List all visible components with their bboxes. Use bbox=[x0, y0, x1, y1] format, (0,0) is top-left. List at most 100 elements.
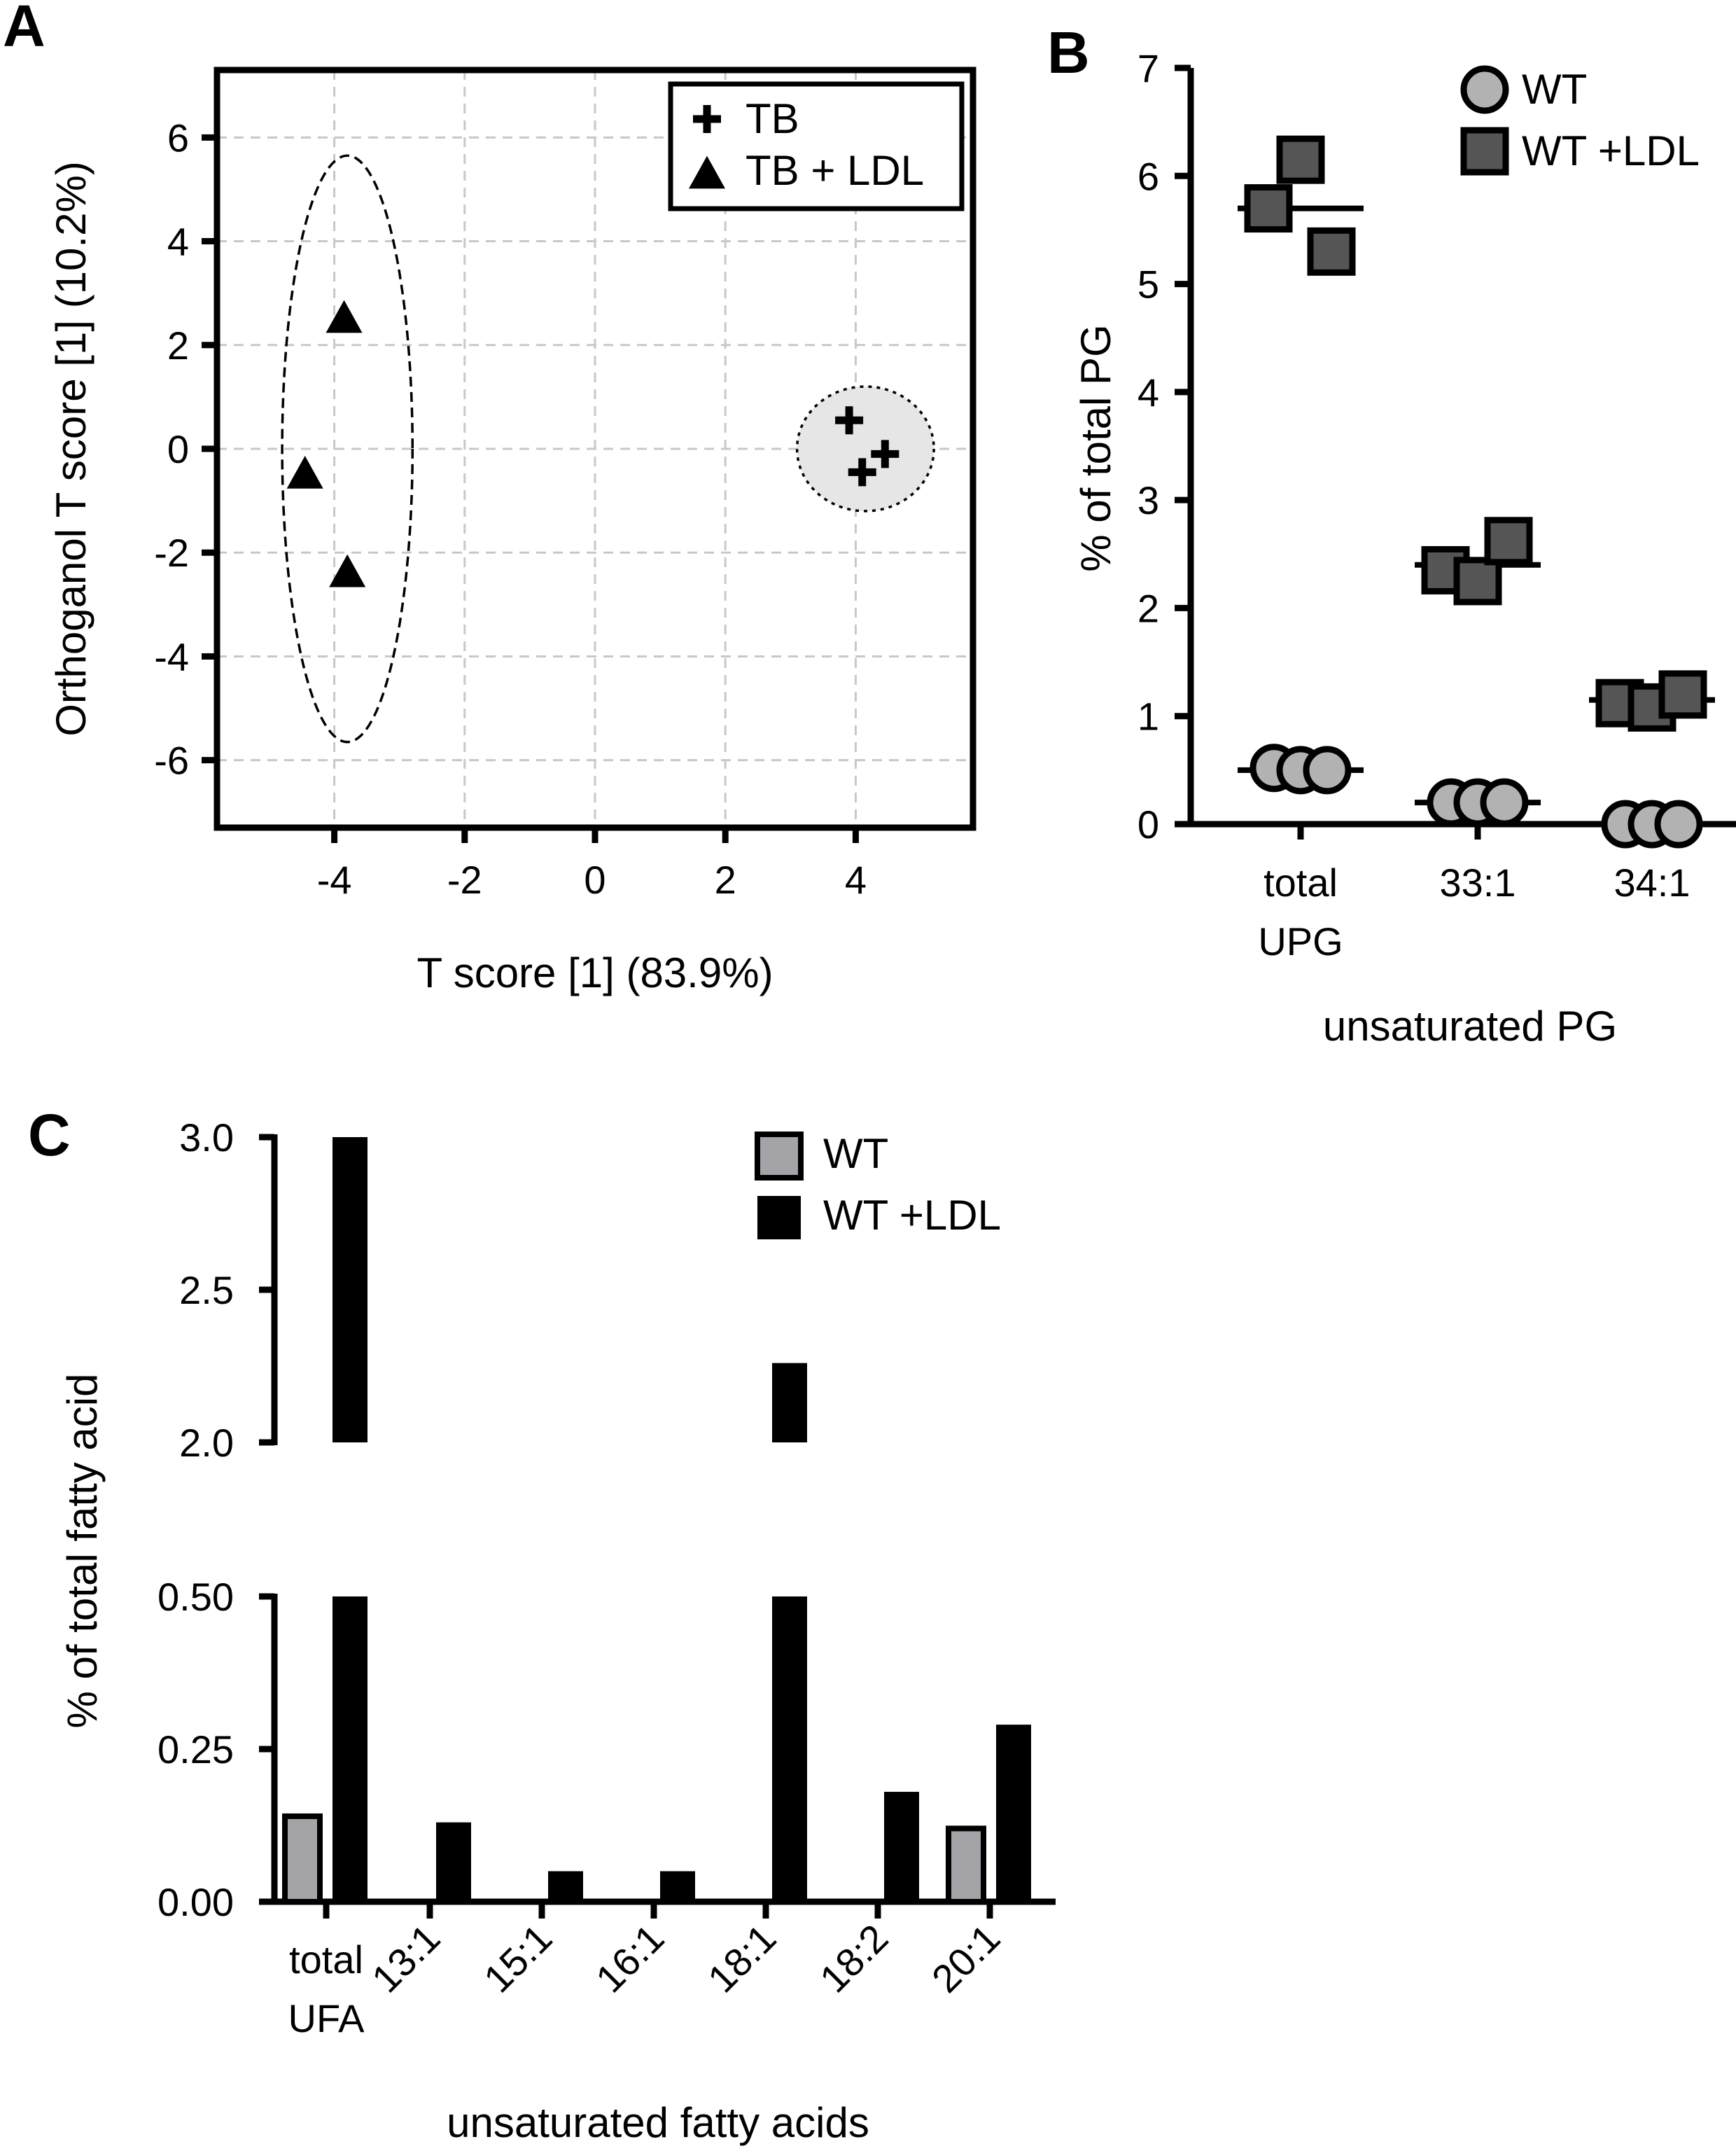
x-category-label: 33:1 bbox=[1440, 861, 1516, 905]
bar-wt-ldl-16-1 bbox=[660, 1871, 695, 1902]
x-tick-label: -2 bbox=[447, 858, 482, 902]
x-category-label: 20:1 bbox=[923, 1916, 1009, 2001]
tb-point bbox=[871, 440, 899, 468]
x-category-label: 18:1 bbox=[699, 1916, 785, 2001]
bar-wt-ldl-total-ufa-upper bbox=[332, 1137, 368, 1442]
bar-wt-ldl-18-1-upper bbox=[772, 1363, 807, 1442]
wt-ldl-point bbox=[1276, 135, 1325, 184]
bar-wt-ldl-18-1 bbox=[772, 1363, 807, 1902]
x-category-label: 16:1 bbox=[587, 1916, 673, 2001]
bar-wt-ldl-18-2 bbox=[884, 1792, 919, 1902]
x-category-label: UFA bbox=[288, 1996, 365, 2040]
wt-ldl-point bbox=[1658, 670, 1707, 719]
panel-a-y-ticks: -6 -4 -2 0 2 4 6 bbox=[154, 116, 217, 783]
wt-point bbox=[1654, 800, 1703, 849]
legend-symbol-wt bbox=[1460, 65, 1509, 114]
y-tick-label: 2 bbox=[167, 323, 189, 368]
legend-symbol-tb-ldl bbox=[689, 155, 725, 189]
y-tick-label: 6 bbox=[1138, 154, 1159, 198]
legend-symbol-wt-ldl bbox=[1460, 127, 1509, 176]
legend-symbol-wt-ldl-bar bbox=[757, 1196, 801, 1239]
x-category-label: UPG bbox=[1258, 919, 1343, 963]
panel-a-legend: TB TB + LDL bbox=[668, 81, 965, 211]
panel-b-x-axis-label: unsaturated PG bbox=[1323, 1003, 1617, 1050]
legend-label-tb-ldl: TB + LDL bbox=[746, 147, 924, 194]
bar-wt-ldl-18-1-lower bbox=[772, 1596, 807, 1902]
panel-c-bars bbox=[282, 1137, 1031, 1905]
y-tick-label: 0.50 bbox=[158, 1575, 234, 1619]
x-tick-label: 4 bbox=[845, 858, 867, 902]
bar-wt-ldl-20-1 bbox=[996, 1725, 1031, 1902]
bar-wt-20-1 bbox=[946, 1825, 986, 1905]
panel-c-y-axis-label: % of total fatty acid bbox=[59, 1374, 106, 1729]
y-tick-label: 7 bbox=[1138, 46, 1159, 90]
y-tick-label: 4 bbox=[167, 220, 189, 264]
x-category-label: 15:1 bbox=[475, 1916, 561, 2001]
tb-ldl-point bbox=[326, 300, 363, 333]
confidence-ellipse-tb bbox=[795, 385, 935, 513]
panel-b-label: B bbox=[1047, 20, 1090, 85]
panel-a: A -4 -2 0 2 4 -6 -4 -2 0 2 4 6 T score [1] (83.9%)… bbox=[3, 0, 976, 996]
legend-label-wt-b: WT bbox=[1522, 66, 1587, 113]
legend-label-tb: TB bbox=[746, 95, 799, 142]
panel-b: B 0 1 2 3 4 5 6 7 total UPG 33:1 34:1 unsaturated … bbox=[1047, 20, 1736, 1050]
panel-c-legend: WT WT +LDL bbox=[755, 1130, 1001, 1239]
y-tick-label: 0.25 bbox=[158, 1727, 234, 1771]
y-tick-label: 2.0 bbox=[179, 1421, 234, 1465]
panel-c-label: C bbox=[28, 1102, 71, 1168]
y-tick-label: -6 bbox=[154, 739, 189, 783]
y-tick-label: 0 bbox=[1138, 802, 1159, 847]
y-tick-label: 5 bbox=[1138, 263, 1159, 307]
panel-a-x-axis-label: T score [1] (83.9%) bbox=[416, 949, 773, 996]
tb-ldl-point bbox=[329, 554, 366, 587]
panel-b-legend: WT WT +LDL bbox=[1460, 65, 1700, 176]
panel-b-y-axis-label: % of total PG bbox=[1072, 324, 1119, 572]
x-tick-label: 0 bbox=[584, 858, 606, 902]
tb-ldl-point bbox=[286, 455, 323, 489]
panel-a-x-ticks: -4 -2 0 2 4 bbox=[317, 828, 867, 902]
panel-c-legend-symbols bbox=[755, 1132, 804, 1239]
wt-ldl-point bbox=[1453, 557, 1502, 606]
bar-wt-ldl-total-ufa bbox=[332, 1137, 368, 1902]
wt-point bbox=[1303, 746, 1352, 795]
x-category-label: 18:2 bbox=[811, 1916, 897, 2001]
y-tick-label: -4 bbox=[154, 634, 189, 678]
panel-b-legend-symbols bbox=[1460, 65, 1509, 176]
bar-wt-ldl-total-ufa-lower bbox=[332, 1596, 368, 1902]
legend-label-wt-ldl-c: WT +LDL bbox=[823, 1192, 1001, 1239]
panel-c-x-axis-label: unsaturated fatty acids bbox=[447, 2099, 869, 2146]
y-tick-label: 1 bbox=[1138, 695, 1159, 739]
panel-b-x-categories: total UPG 33:1 34:1 bbox=[1258, 824, 1690, 963]
tb-point bbox=[848, 458, 876, 487]
y-tick-label: -2 bbox=[154, 531, 189, 575]
y-tick-label: 2.5 bbox=[179, 1268, 234, 1312]
y-tick-label: 6 bbox=[167, 116, 189, 160]
wt-ldl-point bbox=[1307, 227, 1356, 276]
y-tick-label: 2 bbox=[1138, 586, 1159, 630]
legend-label-wt-c: WT bbox=[823, 1130, 888, 1177]
panel-a-legend-symbols bbox=[689, 105, 725, 189]
x-category-label: total bbox=[289, 1937, 363, 1982]
x-category-label: 34:1 bbox=[1614, 861, 1690, 905]
x-category-label: 13:1 bbox=[363, 1916, 449, 2001]
legend-symbol-tb bbox=[693, 105, 721, 133]
panel-c-axes: 0.00 0.25 0.50 2.0 2.5 3.0 bbox=[158, 1115, 1056, 1924]
bar-wt-ldl-15-1 bbox=[548, 1871, 583, 1902]
y-tick-label: 3.0 bbox=[179, 1115, 234, 1160]
y-tick-label: 3 bbox=[1138, 478, 1159, 522]
y-tick-label: 0.00 bbox=[158, 1880, 234, 1924]
panel-a-points bbox=[286, 300, 899, 587]
x-tick-label: 2 bbox=[715, 858, 736, 902]
confidence-ellipse-tb-ldl bbox=[281, 154, 414, 744]
x-tick-label: -4 bbox=[317, 858, 352, 902]
panel-b-points bbox=[1238, 135, 1715, 849]
panel-a-y-axis-label: Orthoganol T score [1] (10.2%) bbox=[48, 161, 94, 737]
panel-a-label: A bbox=[3, 0, 46, 59]
y-tick-label: 0 bbox=[167, 427, 189, 471]
x-category-label: total bbox=[1264, 861, 1338, 905]
panel-a-ellipses bbox=[281, 154, 935, 744]
legend-symbol-wt-bar bbox=[755, 1132, 804, 1181]
